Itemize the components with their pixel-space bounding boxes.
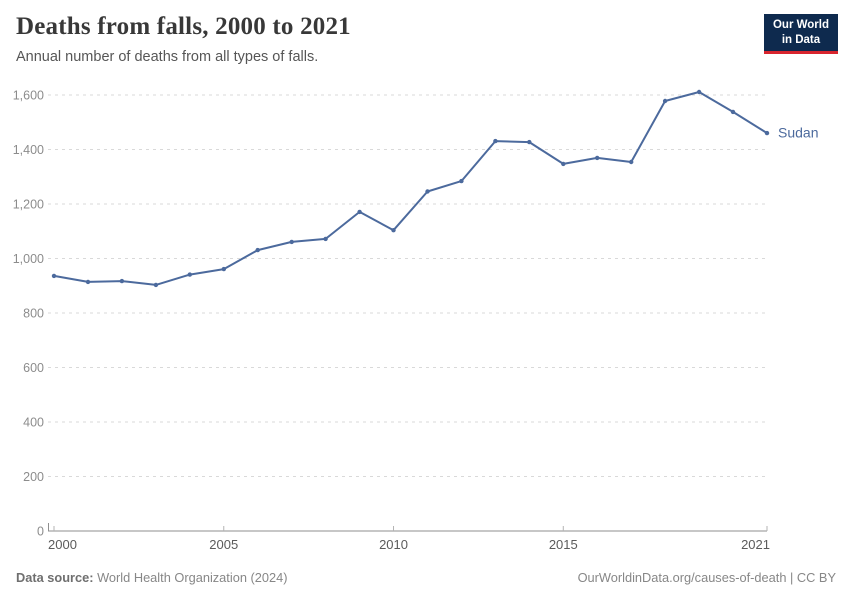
x-axis-tick-label: 2021 [741,537,770,552]
data-point[interactable] [595,155,600,161]
data-point[interactable] [425,189,430,194]
y-axis-tick-label: 1,000 [13,252,44,266]
y-axis-tick-label: 1,600 [13,89,44,103]
chart-title: Deaths from falls, 2000 to 2021 [16,13,351,40]
y-axis-tick-label: 1,400 [13,143,44,157]
chart-footer: Data source: World Health Organization (… [16,570,836,585]
y-axis-tick-label: 800 [23,307,44,321]
data-point[interactable] [629,159,634,165]
data-point[interactable] [696,89,702,95]
data-point[interactable] [85,279,91,285]
data-source: Data source: World Health Organization (… [16,570,287,585]
series-line-sudan[interactable] [53,91,768,286]
x-axis-tick-label: 2000 [48,537,77,552]
chart-subtitle: Annual number of deaths from all types o… [16,49,319,65]
data-point[interactable] [730,109,736,115]
data-point[interactable] [187,272,192,277]
owid-logo-line1: Our World [772,19,829,31]
attribution: OurWorldinData.org/causes-of-death | CC … [578,570,836,585]
data-point[interactable] [391,228,396,233]
data-point[interactable] [51,273,57,279]
data-point[interactable] [459,178,464,184]
entity-label-sudan[interactable]: Sudan [778,125,818,141]
chart-header: Deaths from falls, 2000 to 2021 Annual n… [16,12,756,66]
data-point[interactable] [764,130,770,136]
y-axis-tick-label: 200 [23,470,44,484]
x-axis-tick-label: 2015 [549,537,578,552]
y-axis-tick-label: 1,200 [13,198,44,212]
y-axis-tick-label: 400 [23,416,44,430]
data-point[interactable] [153,282,159,288]
owid-url-link[interactable]: OurWorldinData.org/causes-of-death [577,570,787,585]
data-point[interactable] [255,247,260,253]
x-axis-tick-label: 2005 [209,537,238,552]
data-source-label: Data source: [16,570,94,585]
data-point[interactable] [493,138,498,144]
data-point[interactable] [221,266,226,272]
owid-logo[interactable]: Our World in Data [763,14,838,54]
data-point[interactable] [289,239,294,245]
data-point[interactable] [323,236,328,242]
data-point[interactable] [119,278,125,284]
data-point[interactable] [527,139,532,145]
data-point[interactable] [561,161,566,167]
data-point[interactable] [662,98,668,104]
x-axis-tick-label: 2010 [379,537,408,552]
y-axis-tick-label: 600 [23,361,44,375]
data-point[interactable] [357,209,362,215]
data-source-value: World Health Organization (2024) [93,570,288,585]
owid-logo-line2: in Data [781,33,821,46]
license-link[interactable]: | CC BY [786,570,836,585]
y-axis-tick-label: 0 [37,525,44,539]
